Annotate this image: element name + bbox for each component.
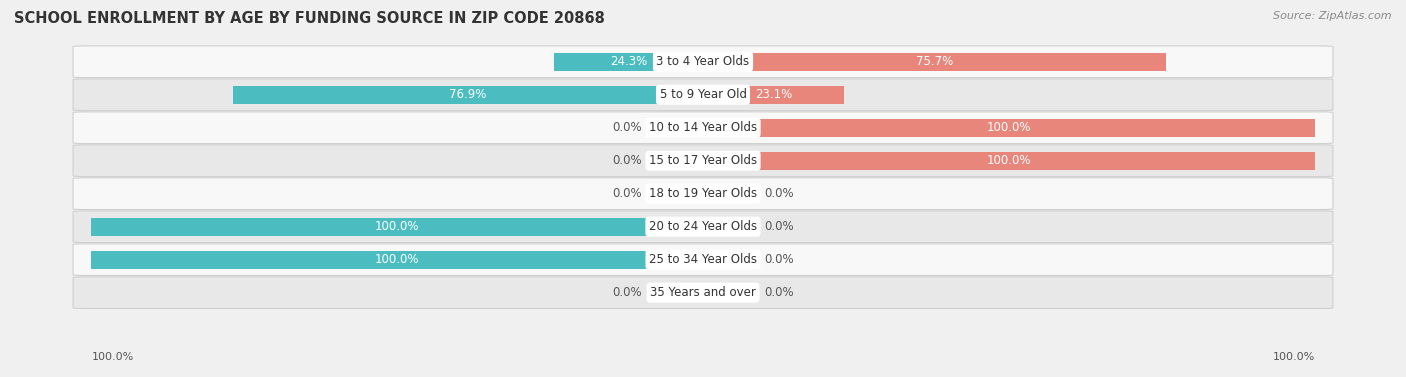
- Text: 35 Years and over: 35 Years and over: [650, 286, 756, 299]
- FancyBboxPatch shape: [73, 211, 1333, 242]
- Text: 100.0%: 100.0%: [375, 220, 419, 233]
- Text: 100.0%: 100.0%: [987, 121, 1031, 134]
- Bar: [91, 218, 703, 236]
- Text: 23.1%: 23.1%: [755, 88, 792, 101]
- Text: 0.0%: 0.0%: [612, 154, 641, 167]
- Bar: [654, 119, 703, 137]
- Bar: [654, 185, 703, 203]
- Bar: [654, 152, 703, 170]
- FancyBboxPatch shape: [73, 145, 1333, 176]
- Text: 76.9%: 76.9%: [449, 88, 486, 101]
- Text: 5 to 9 Year Old: 5 to 9 Year Old: [659, 88, 747, 101]
- Text: 24.3%: 24.3%: [610, 55, 647, 68]
- Text: 75.7%: 75.7%: [915, 55, 953, 68]
- Bar: [703, 218, 752, 236]
- Text: 0.0%: 0.0%: [765, 187, 794, 200]
- Text: 10 to 14 Year Olds: 10 to 14 Year Olds: [650, 121, 756, 134]
- FancyBboxPatch shape: [73, 244, 1333, 276]
- Text: 18 to 19 Year Olds: 18 to 19 Year Olds: [650, 187, 756, 200]
- Text: Source: ZipAtlas.com: Source: ZipAtlas.com: [1274, 11, 1392, 21]
- FancyBboxPatch shape: [73, 112, 1333, 144]
- Bar: [703, 119, 1315, 137]
- Text: 0.0%: 0.0%: [765, 253, 794, 266]
- Text: 3 to 4 Year Olds: 3 to 4 Year Olds: [657, 55, 749, 68]
- Text: SCHOOL ENROLLMENT BY AGE BY FUNDING SOURCE IN ZIP CODE 20868: SCHOOL ENROLLMENT BY AGE BY FUNDING SOUR…: [14, 11, 605, 26]
- Bar: [703, 86, 844, 104]
- FancyBboxPatch shape: [73, 46, 1333, 78]
- Bar: [554, 53, 703, 71]
- Text: 0.0%: 0.0%: [765, 220, 794, 233]
- Bar: [232, 86, 703, 104]
- Bar: [654, 284, 703, 302]
- Text: 20 to 24 Year Olds: 20 to 24 Year Olds: [650, 220, 756, 233]
- Bar: [703, 251, 752, 269]
- FancyBboxPatch shape: [73, 79, 1333, 110]
- Bar: [91, 251, 703, 269]
- Text: 100.0%: 100.0%: [91, 352, 134, 362]
- Bar: [703, 53, 1166, 71]
- Text: 0.0%: 0.0%: [765, 286, 794, 299]
- Text: 0.0%: 0.0%: [612, 187, 641, 200]
- Bar: [703, 185, 752, 203]
- Text: 100.0%: 100.0%: [987, 154, 1031, 167]
- Bar: [703, 152, 1315, 170]
- Bar: [703, 284, 752, 302]
- Text: 100.0%: 100.0%: [375, 253, 419, 266]
- FancyBboxPatch shape: [73, 277, 1333, 308]
- Text: 0.0%: 0.0%: [612, 286, 641, 299]
- Text: 0.0%: 0.0%: [612, 121, 641, 134]
- FancyBboxPatch shape: [73, 178, 1333, 210]
- Text: 15 to 17 Year Olds: 15 to 17 Year Olds: [650, 154, 756, 167]
- Text: 25 to 34 Year Olds: 25 to 34 Year Olds: [650, 253, 756, 266]
- Text: 100.0%: 100.0%: [1272, 352, 1315, 362]
